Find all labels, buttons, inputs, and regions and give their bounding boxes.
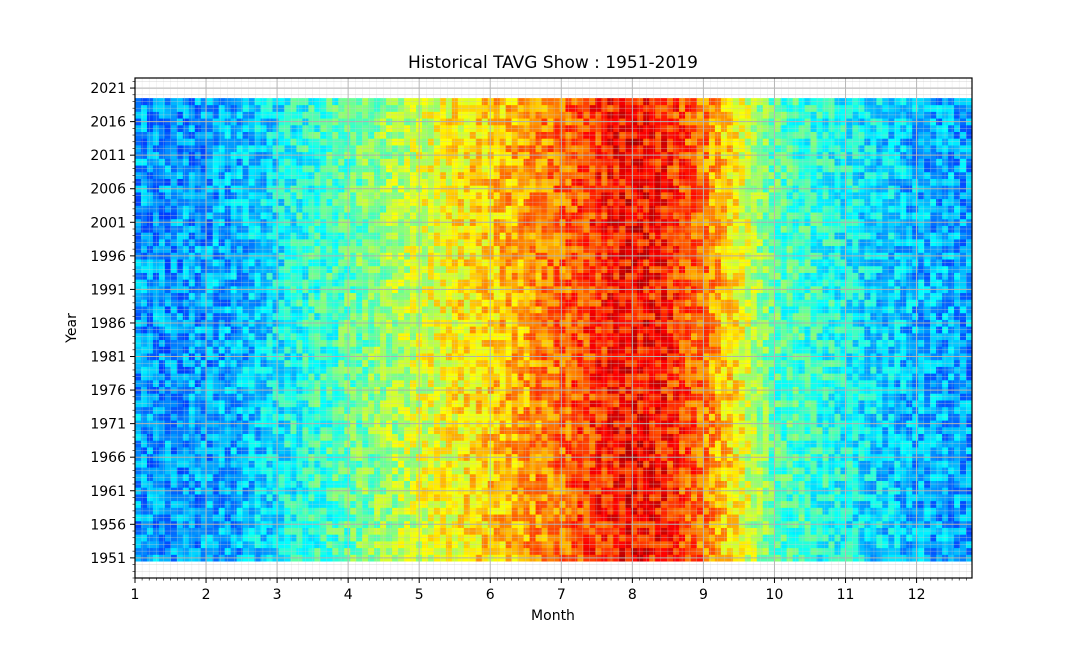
chart-title: Historical TAVG Show : 1951-2019 <box>408 53 698 73</box>
